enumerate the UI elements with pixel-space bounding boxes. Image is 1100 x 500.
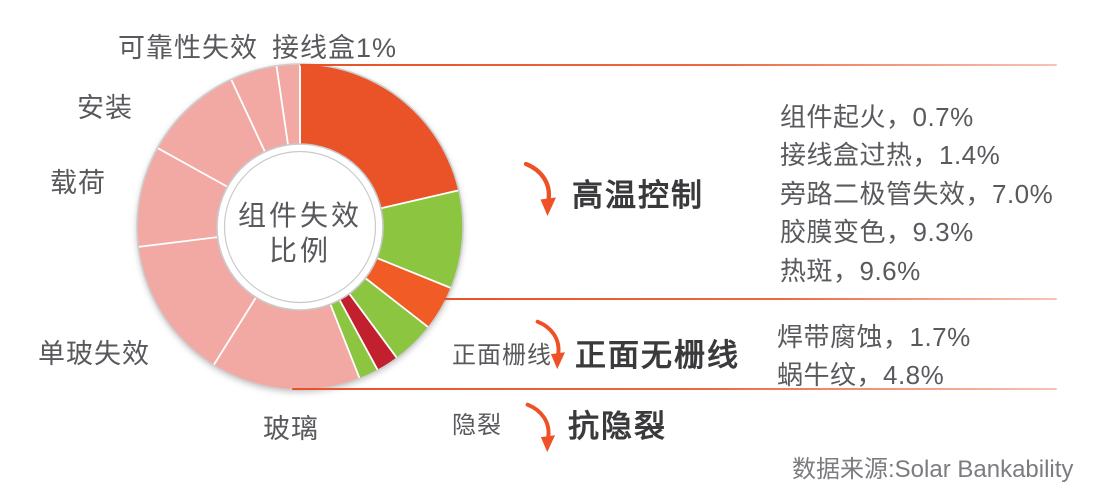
segment-divider: [156, 146, 229, 189]
leader-line-crack: [292, 388, 1057, 390]
segment-divider: [375, 256, 453, 290]
group-title-high-temp: 高温控制: [572, 178, 704, 213]
donut-segment: [300, 64, 459, 209]
curved-arrow-icon: [525, 402, 556, 453]
front-grid-item-list: 焊带腐蚀，1.7% 蜗牛纹，4.8%: [777, 316, 971, 393]
label-glass: 玻璃: [263, 414, 319, 444]
label-single-glass: 单玻失效: [38, 339, 150, 369]
segment-divider: [379, 189, 460, 210]
data-source: 数据来源:Solar Bankability: [792, 456, 1074, 483]
failure-item: 旁路二极管失效，7.0%: [780, 178, 1054, 209]
donut-segment: [213, 297, 360, 390]
failure-item: 热斑，9.6%: [780, 255, 921, 286]
failure-item: 胶膜变色，9.3%: [780, 217, 974, 248]
donut-segment: [137, 147, 228, 247]
high-temp-item-list: 组件起火，0.7% 接线盒过热，1.4% 旁路二极管失效，7.0% 胶膜变色，9…: [780, 96, 1053, 289]
label-crack: 隐裂: [452, 412, 502, 439]
donut-segment: [157, 79, 265, 187]
segment-divider: [212, 296, 258, 367]
segment-divider: [137, 236, 219, 248]
donut-ring-outline: [223, 150, 377, 304]
failure-item: 接线盒过热，1.4%: [780, 140, 1001, 171]
group-title-anti-crack: 抗隐裂: [568, 409, 667, 444]
failure-item: 蜗牛纹，4.8%: [777, 360, 945, 391]
segment-divider: [275, 64, 290, 146]
donut-center-line2: 比例: [268, 235, 331, 266]
segment-divider: [364, 276, 430, 329]
donut-chart: [136, 63, 464, 391]
segment-divider: [329, 302, 361, 380]
label-reliability: 可靠性失效: [118, 33, 258, 63]
donut-segment: [339, 293, 397, 371]
donut-segment: [330, 299, 378, 379]
top-label-row: 可靠性失效 接线盒1%: [118, 26, 397, 65]
donut-segment: [376, 190, 464, 289]
curved-arrow-icon: [523, 161, 556, 216]
donut-center-line1: 组件失效: [237, 200, 362, 231]
segment-divider: [348, 292, 399, 360]
failure-item: 焊带腐蚀，1.7%: [777, 321, 971, 352]
leader-line-high-temp: [300, 64, 1057, 66]
label-junction-box: 接线盒1%: [272, 33, 398, 63]
label-install: 安装: [77, 93, 133, 123]
failure-item: 组件起火，0.7%: [780, 101, 974, 132]
donut-segment: [231, 65, 289, 152]
leader-line-front-grid: [444, 298, 1057, 300]
label-front-grid: 正面栅线: [452, 342, 552, 369]
donut-segment: [138, 237, 257, 366]
donut-center-label: 组件失效 比例: [220, 198, 380, 268]
donut-segment: [349, 278, 429, 359]
donut-segment: [365, 258, 452, 328]
donut-segment: [276, 64, 300, 145]
segment-divider: [229, 78, 267, 154]
segment-divider: [338, 298, 379, 372]
group-title-no-front-grid: 正面无栅线: [575, 338, 740, 373]
curved-arrow-icon: [535, 319, 566, 370]
label-load: 载荷: [50, 168, 106, 198]
